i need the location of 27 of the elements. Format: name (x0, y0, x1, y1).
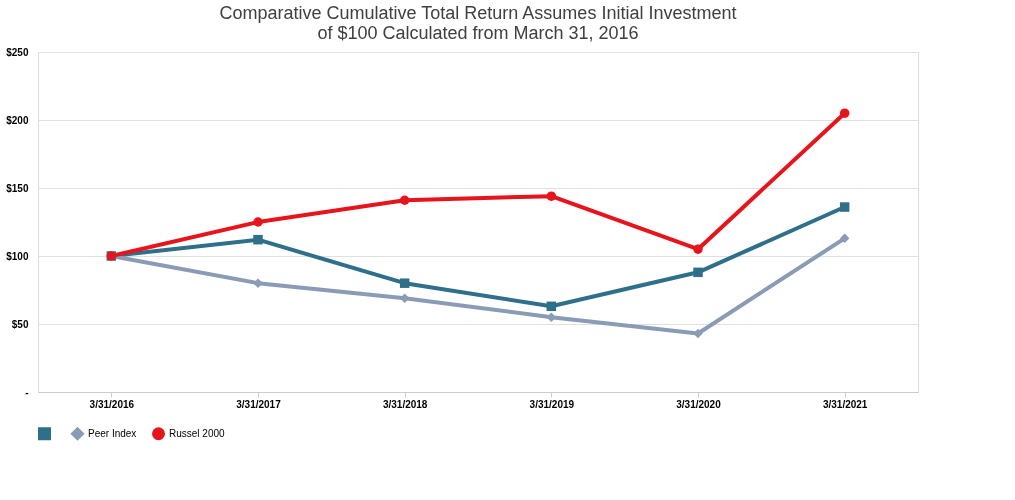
point (546, 301, 557, 312)
point (253, 234, 263, 245)
y-tick-label: - (25, 386, 29, 398)
point (546, 191, 557, 201)
text: of $100 Calculated from March 31, 2016 (317, 23, 639, 43)
legend-label: Peer Index (88, 427, 137, 439)
point (693, 244, 703, 254)
y-tick-label: $150 (6, 182, 29, 194)
x-tick-label: 3/31/2021 (822, 398, 868, 410)
point (839, 202, 850, 212)
x-tick-label: 3/31/2016 (89, 398, 135, 410)
x-tick-label: 3/31/2020 (676, 398, 722, 410)
point (399, 278, 410, 288)
y-tick-label: $50 (11, 318, 29, 330)
point (399, 195, 410, 205)
point (253, 217, 263, 227)
y-tick-label: $250 (6, 46, 29, 58)
legend-label: Russel 2000 (169, 427, 226, 439)
point (839, 108, 850, 118)
x-tick-label: 3/31/2019 (529, 398, 575, 410)
point (693, 267, 703, 278)
y-tick-label: $200 (6, 114, 29, 126)
point (839, 233, 850, 244)
x-tick-label: 3/31/2018 (382, 398, 428, 410)
y-tick-label: $100 (6, 250, 29, 262)
x-tick-label: 3/31/2017 (236, 398, 282, 410)
text: Comparative Cumulative Total Return Assumes Initial Investment (219, 3, 737, 23)
